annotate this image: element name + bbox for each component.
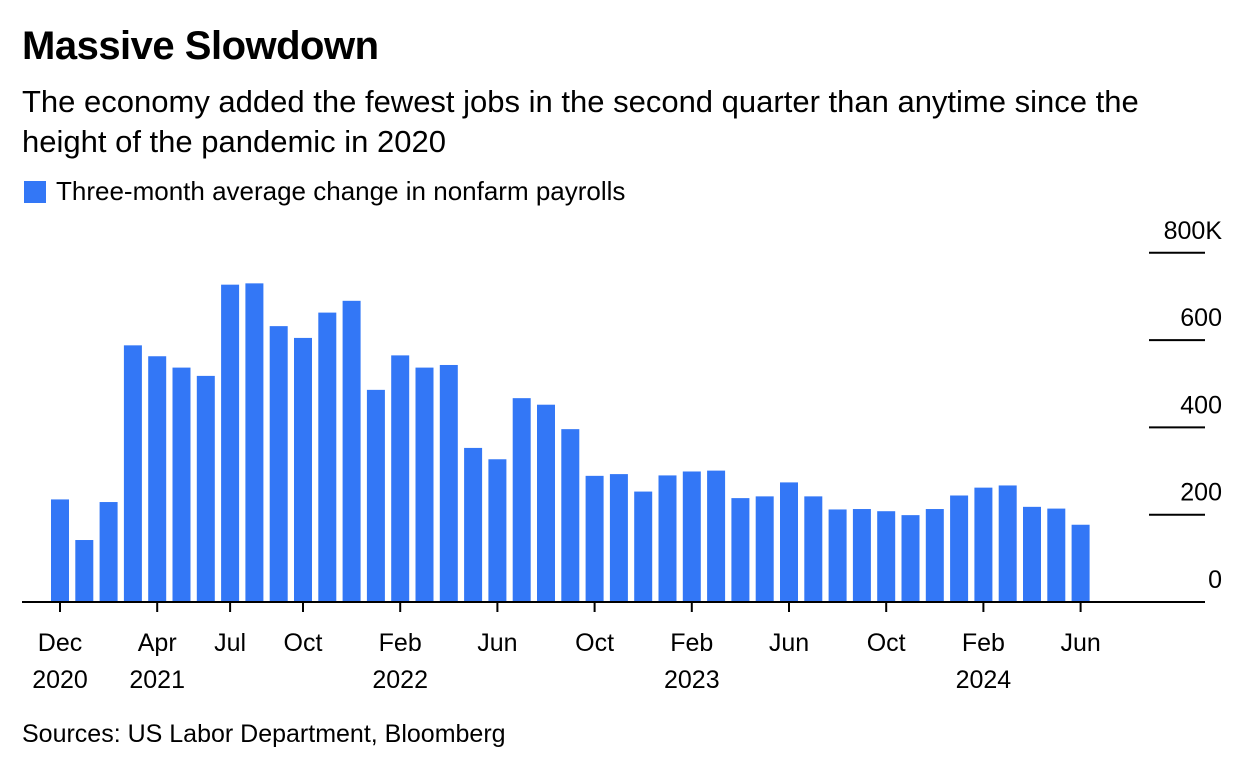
y-tick-label: 200	[1180, 479, 1222, 507]
bar	[148, 356, 167, 602]
y-tick-label: 0	[1208, 566, 1222, 594]
bar	[707, 470, 726, 602]
bar	[415, 367, 434, 602]
bar	[245, 283, 264, 602]
bar	[196, 375, 215, 602]
bar	[998, 485, 1017, 602]
bar	[464, 447, 483, 602]
bar	[828, 509, 847, 602]
x-tick-label-year: 2022	[372, 666, 428, 694]
y-tick-label: 600	[1180, 304, 1222, 332]
bar	[318, 312, 337, 602]
bar	[901, 515, 920, 602]
bar	[804, 496, 823, 602]
bar	[1023, 506, 1041, 602]
bar	[1047, 508, 1066, 602]
bar	[634, 491, 653, 602]
bar	[658, 475, 677, 602]
x-tick-label-year: 2021	[129, 666, 185, 694]
bar	[1071, 524, 1090, 602]
bar	[439, 364, 458, 602]
x-tick-label-month: Jun	[1060, 629, 1100, 657]
bar	[512, 398, 531, 602]
legend-swatch	[24, 180, 46, 203]
x-tick-label-month: Jun	[769, 629, 809, 657]
bar	[294, 337, 312, 602]
x-tick-label-month: Jun	[477, 629, 517, 657]
bar	[731, 498, 750, 602]
x-tick-label-month: Dec	[38, 629, 82, 657]
bar	[609, 474, 628, 602]
x-tick-label-month: Feb	[670, 629, 713, 657]
bar	[561, 429, 580, 602]
x-tick-label-month: Feb	[379, 629, 422, 657]
x-tick-label-year: 2023	[664, 666, 720, 694]
bar	[585, 475, 604, 602]
x-tick-label-month: Oct	[284, 629, 323, 657]
bar	[950, 495, 969, 602]
x-tick-label-month: Apr	[138, 629, 177, 657]
bar	[488, 459, 507, 602]
x-tick-label-month: Oct	[867, 629, 906, 657]
bar	[852, 509, 871, 602]
source-note: Sources: US Labor Department, Bloomberg	[22, 720, 506, 748]
x-tick-label-month: Feb	[962, 629, 1005, 657]
bar	[51, 499, 69, 602]
bar	[172, 367, 191, 602]
bar	[682, 471, 701, 602]
bar	[755, 496, 774, 602]
x-tick-label-year: 2024	[956, 666, 1012, 694]
chart-title: Massive Slowdown	[22, 24, 379, 68]
y-tick-label: 800K	[1164, 217, 1223, 245]
bar	[780, 482, 798, 602]
chart-legend: Three-month average change in nonfarm pa…	[24, 176, 625, 207]
bar	[537, 404, 555, 602]
bar	[342, 300, 361, 602]
y-tick-label: 400	[1180, 391, 1222, 419]
bar	[99, 502, 118, 602]
x-tick-label-month: Oct	[575, 629, 614, 657]
bar	[366, 389, 385, 602]
bar	[221, 284, 240, 602]
bar	[877, 511, 896, 602]
chart-subtitle: The economy added the fewest jobs in the…	[22, 84, 1139, 159]
bar	[75, 540, 94, 602]
bar	[391, 355, 410, 602]
bar	[269, 326, 288, 602]
x-tick-label-year: 2020	[32, 666, 88, 694]
bar	[123, 345, 142, 602]
legend-label: Three-month average change in nonfarm pa…	[56, 176, 626, 206]
bar	[925, 509, 944, 602]
bar	[974, 487, 993, 602]
x-tick-label-month: Jul	[214, 629, 246, 657]
